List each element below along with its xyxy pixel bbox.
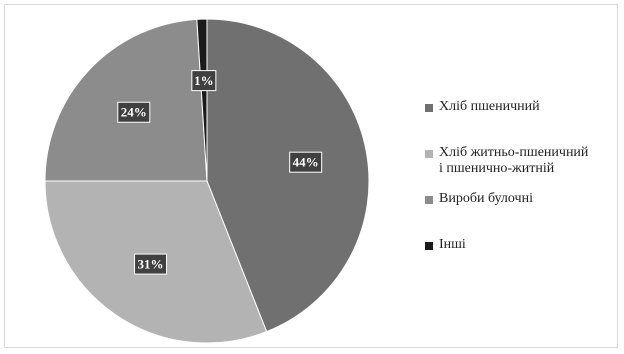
legend-swatch-0 bbox=[425, 104, 433, 112]
data-label-3: 1% bbox=[194, 73, 214, 88]
legend-swatch-2 bbox=[425, 196, 433, 204]
legend-swatch-3 bbox=[425, 242, 433, 250]
pie-slice-3 bbox=[196, 18, 208, 182]
legend-label-0: Хліб пшеничний bbox=[439, 99, 540, 114]
legend-swatch-1 bbox=[425, 150, 433, 158]
legend-label-1: Хліб житньо-пшеничний і пшенично-житній bbox=[439, 145, 589, 176]
legend-item-0: Хліб пшеничний bbox=[425, 99, 540, 115]
pie-slice-0 bbox=[206, 18, 370, 333]
legend-label-3: Інші bbox=[439, 237, 466, 252]
data-label-2: 24% bbox=[121, 105, 147, 120]
legend-item-3: Інші bbox=[425, 237, 466, 253]
data-label-1: 31% bbox=[138, 257, 164, 272]
data-label-box-2 bbox=[117, 101, 151, 123]
legend-item-1: Хліб житньо-пшеничний і пшенично-житній bbox=[425, 145, 588, 177]
pie-slice-2 bbox=[44, 18, 208, 182]
data-label-0: 44% bbox=[293, 155, 319, 170]
data-label-box-3 bbox=[191, 70, 217, 92]
pie-chart: 44% 31% 24% 1% bbox=[44, 18, 370, 344]
data-label-box-1 bbox=[134, 253, 168, 275]
data-label-box-0 bbox=[289, 151, 323, 173]
legend-item-2: Вироби булочні bbox=[425, 191, 533, 207]
legend-label-2: Вироби булочні bbox=[439, 191, 533, 206]
chart-area: 44% 31% 24% 1% Хліб пшеничний Хліб житньо-пш… bbox=[4, 4, 618, 348]
